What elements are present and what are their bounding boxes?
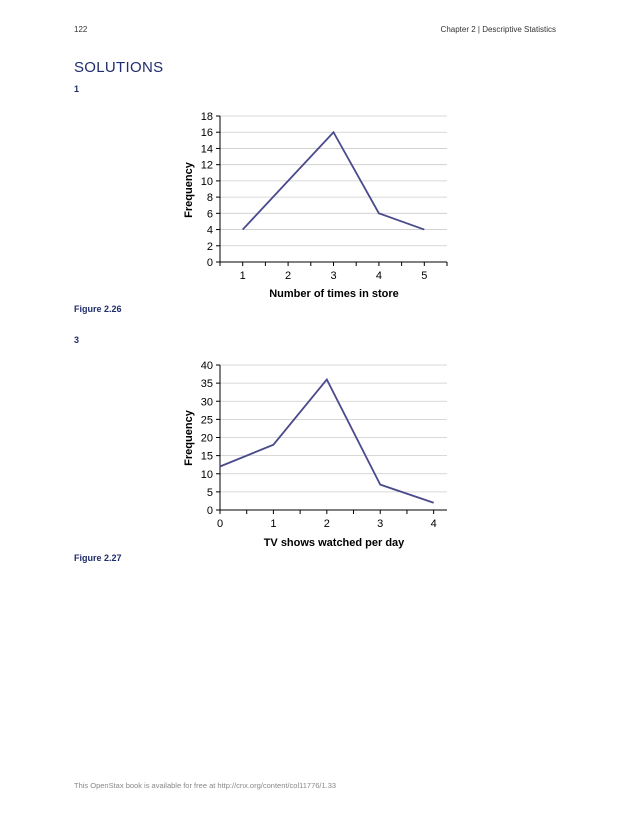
y-tick-label: 20 — [201, 433, 213, 445]
y-tick-label: 18 — [201, 111, 213, 123]
y-tick-label: 30 — [201, 396, 213, 408]
y-tick-label: 35 — [201, 378, 213, 390]
figure-caption-1: Figure 2.26 — [74, 304, 122, 314]
y-tick-label: 40 — [201, 360, 213, 372]
x-tick-label: 1 — [240, 270, 246, 282]
problem-number-3: 3 — [74, 335, 80, 345]
x-tick-label: 4 — [376, 270, 382, 282]
x-tick-label: 5 — [421, 270, 427, 282]
x-tick-label: 2 — [285, 270, 291, 282]
y-tick-label: 10 — [201, 469, 213, 481]
y-tick-label: 10 — [201, 176, 213, 188]
page-number: 122 — [74, 25, 88, 34]
x-axis-label: TV shows watched per day — [264, 537, 405, 549]
y-tick-label: 16 — [201, 127, 213, 139]
y-tick-label: 2 — [207, 241, 213, 253]
figure-caption-2: Figure 2.27 — [74, 553, 122, 563]
footer-note: This OpenStax book is available for free… — [74, 781, 337, 790]
y-tick-label: 6 — [207, 208, 213, 220]
x-tick-label: 3 — [377, 518, 383, 530]
y-tick-label: 14 — [201, 143, 213, 155]
y-tick-label: 0 — [207, 257, 213, 269]
x-tick-label: 4 — [431, 518, 437, 530]
x-axis-label: Number of times in store — [269, 288, 399, 300]
x-tick-label: 2 — [324, 518, 330, 530]
x-tick-label: 1 — [270, 518, 276, 530]
y-tick-label: 4 — [207, 225, 213, 237]
y-axis-label: Frequency — [183, 409, 195, 466]
y-tick-label: 15 — [201, 451, 213, 463]
x-tick-label: 0 — [217, 518, 223, 530]
y-tick-label: 12 — [201, 160, 213, 172]
y-tick-label: 8 — [207, 192, 213, 204]
x-tick-label: 3 — [330, 270, 336, 282]
running-head: Chapter 2 | Descriptive Statistics — [440, 25, 556, 34]
section-title: SOLUTIONS — [74, 59, 164, 76]
chart-figure-2-27: 0 5 10 15 20 25 30 35 40 0 1 2 3 4 Frequency TV show… — [183, 360, 447, 549]
series-line — [219, 377, 434, 504]
y-axis-label: Frequency — [183, 161, 195, 218]
y-tick-label: 25 — [201, 414, 213, 426]
problem-number-1: 1 — [74, 84, 80, 94]
y-tick-label: 5 — [207, 487, 213, 499]
y-tick-label: 0 — [207, 505, 213, 517]
